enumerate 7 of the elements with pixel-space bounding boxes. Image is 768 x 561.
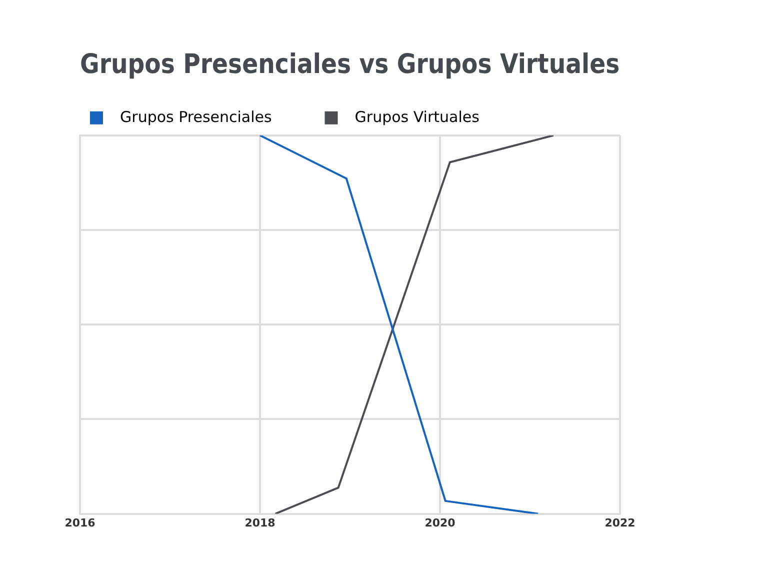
chart-title: Grupos Presenciales vs Grupos Virtuales (80, 48, 620, 80)
x-tick-label: 2022 (604, 516, 636, 530)
x-tick-label: 2016 (64, 516, 96, 530)
legend-label: Grupos Presenciales (110, 108, 315, 126)
x-tick-label: 2020 (424, 516, 456, 530)
legend-label: Grupos Virtuales (345, 108, 522, 126)
x-tick-label: 2018 (244, 516, 276, 530)
